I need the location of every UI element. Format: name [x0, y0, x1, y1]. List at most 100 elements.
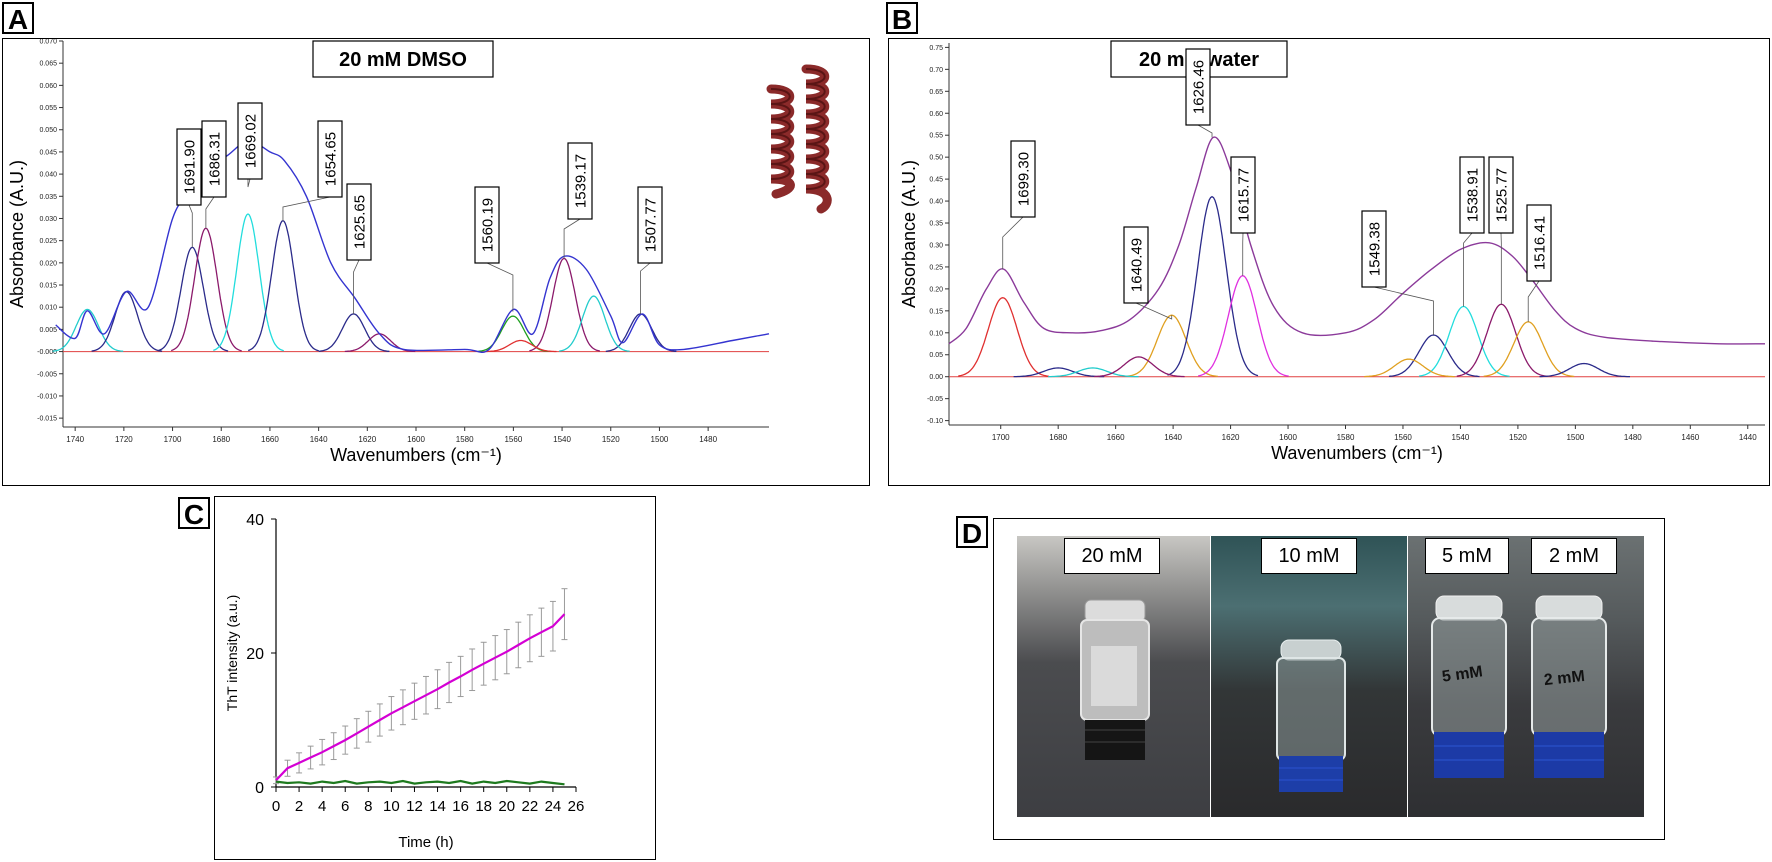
- y-axis-title: Absorbance (A.U.): [7, 160, 27, 308]
- fitted-envelope-curve: [55, 140, 770, 353]
- peak-label: 1699.30: [1016, 152, 1033, 206]
- y-tick-label: 0.045: [39, 149, 57, 156]
- peak-leader-line: [1197, 124, 1213, 138]
- x-axis-title: Time (h): [398, 834, 453, 851]
- panel-a-frame: 0.070 0.065 0.060 0.055 0.050 0.045 0.040 0.035…: [2, 38, 870, 486]
- peak-label-box: [567, 142, 593, 220]
- peak-label-box: [637, 186, 663, 264]
- panel-letter-d: D: [956, 516, 988, 549]
- x-axis-title: Wavenumbers (cm⁻¹): [1271, 443, 1443, 463]
- y-tick-label: 0.65: [929, 89, 943, 96]
- x-tick-label: 1640: [310, 435, 328, 444]
- peak-label-box: [1488, 156, 1514, 234]
- label-20mm: 20 mM: [1064, 538, 1160, 574]
- y-tick-label: 0.005: [39, 327, 57, 334]
- component-band-curve: [1198, 275, 1289, 377]
- y-tick-label: 40: [246, 512, 264, 529]
- peak-leader-line: [282, 196, 331, 221]
- vial-photo-20mm: [1017, 536, 1210, 817]
- x-tick-label: 1500: [651, 435, 669, 444]
- series-line-magenta: [275, 613, 566, 782]
- component-band-curve: [213, 213, 285, 352]
- y-tick-label: 0.35: [929, 221, 943, 228]
- x-tick-label: 2: [295, 798, 303, 815]
- peak-label-box: [201, 120, 227, 198]
- y-tick-label: 0.025: [39, 238, 57, 245]
- y-tick-label: 0.15: [929, 308, 943, 315]
- x-tick-label: 1620: [358, 435, 376, 444]
- vial-photo-5mm-2mm: 5 mM 2 mM: [1408, 536, 1644, 817]
- peak-label: 1625.65: [352, 195, 369, 249]
- y-tick-label: 0.035: [39, 194, 57, 201]
- peak-label: 1626.46: [1191, 60, 1208, 114]
- y-tick-label: 0.50: [929, 155, 943, 162]
- peak-leader-line: [205, 196, 215, 229]
- y-tick-label: -0.005: [37, 371, 57, 378]
- chart-title: 20 mM DMSO: [339, 49, 467, 71]
- series-line-green: [275, 779, 565, 786]
- component-band-curve: [170, 227, 242, 352]
- chart-title-box: [312, 40, 494, 78]
- x-tick-label: 1720: [115, 435, 133, 444]
- component-band-curve: [1456, 303, 1548, 377]
- x-tick-label: 1680: [1049, 433, 1067, 442]
- x-tick-label: 12: [406, 798, 423, 815]
- x-tick-label: 1700: [992, 433, 1010, 442]
- y-tick-label: 0.20: [929, 286, 943, 293]
- x-tick-label: 1480: [1624, 433, 1642, 442]
- y-tick-label: -0.000: [37, 349, 57, 356]
- y-tick-label: -0.010: [37, 393, 57, 400]
- peak-label-box: [1123, 226, 1149, 304]
- component-band-curve: [157, 246, 229, 352]
- peak-label-box: [1185, 48, 1211, 126]
- y-tick-label: -0.10: [927, 418, 943, 425]
- peak-label: 1538.91: [1465, 168, 1482, 222]
- peak-leader-line: [1002, 216, 1024, 270]
- x-tick-label: 1660: [1107, 433, 1125, 442]
- peak-label-box: [1459, 156, 1485, 234]
- label-2mm: 2 mM: [1531, 538, 1617, 574]
- y-tick-label: 0.050: [39, 127, 57, 134]
- peak-label: 1560.19: [480, 198, 497, 252]
- peak-leader-line: [563, 218, 581, 259]
- component-band-curve: [1483, 321, 1575, 378]
- label-5mm: 5 mM: [1425, 538, 1509, 574]
- peak-leader-line: [1463, 232, 1473, 307]
- peak-label-box: [1010, 140, 1036, 218]
- y-tick-label: 0.070: [39, 39, 57, 46]
- x-tick-label: 1520: [602, 435, 620, 444]
- x-tick-label: 1680: [212, 435, 230, 444]
- x-tick-label: 1620: [1222, 433, 1240, 442]
- ftir-chart-water: 0.75 0.70 0.65 0.60 0.55 0.50 0.45 0.40 0.35 0.30…: [899, 40, 1766, 463]
- peak-label: 1539.17: [573, 154, 590, 208]
- y-axis-title: ThT intensity (a.u.): [224, 595, 240, 711]
- component-band-curve: [529, 257, 601, 352]
- component-band-curve: [318, 313, 390, 352]
- peak-leader-line: [188, 204, 193, 248]
- panel-b-frame: 0.75 0.70 0.65 0.60 0.55 0.50 0.45 0.40 0.35 0.30…: [888, 38, 1770, 486]
- peak-label: 1615.77: [1236, 168, 1253, 222]
- panel-letter-c: C: [178, 497, 210, 530]
- y-axis-title: Absorbance (A.U.): [899, 160, 919, 308]
- component-band-curve: [1048, 367, 1139, 378]
- y-tick-label: 0.55: [929, 133, 943, 140]
- fitted-envelope-curve: [948, 136, 1766, 345]
- component-band-curve: [1364, 358, 1455, 378]
- x-tick-label: 1600: [1279, 433, 1297, 442]
- x-tick-label: 4: [318, 798, 326, 815]
- y-tick-label: 0.030: [39, 216, 57, 223]
- peak-label: 1507.77: [643, 198, 660, 252]
- peak-label: 1654.65: [323, 132, 340, 186]
- x-tick-label: 1740: [66, 435, 84, 444]
- x-tick-label: 1640: [1164, 433, 1182, 442]
- y-tick-label: 0.010: [39, 305, 57, 312]
- y-tick-label: 0.020: [39, 260, 57, 267]
- x-tick-label: 1700: [164, 435, 182, 444]
- component-band-curve: [1127, 314, 1218, 377]
- y-tick-label: 0.05: [929, 352, 943, 359]
- component-band-curve: [1388, 334, 1480, 378]
- protein-helix-image: [766, 64, 832, 214]
- x-tick-label: 1480: [699, 435, 717, 444]
- x-tick-label: 24: [545, 798, 562, 815]
- y-tick-label: 0.065: [39, 61, 57, 68]
